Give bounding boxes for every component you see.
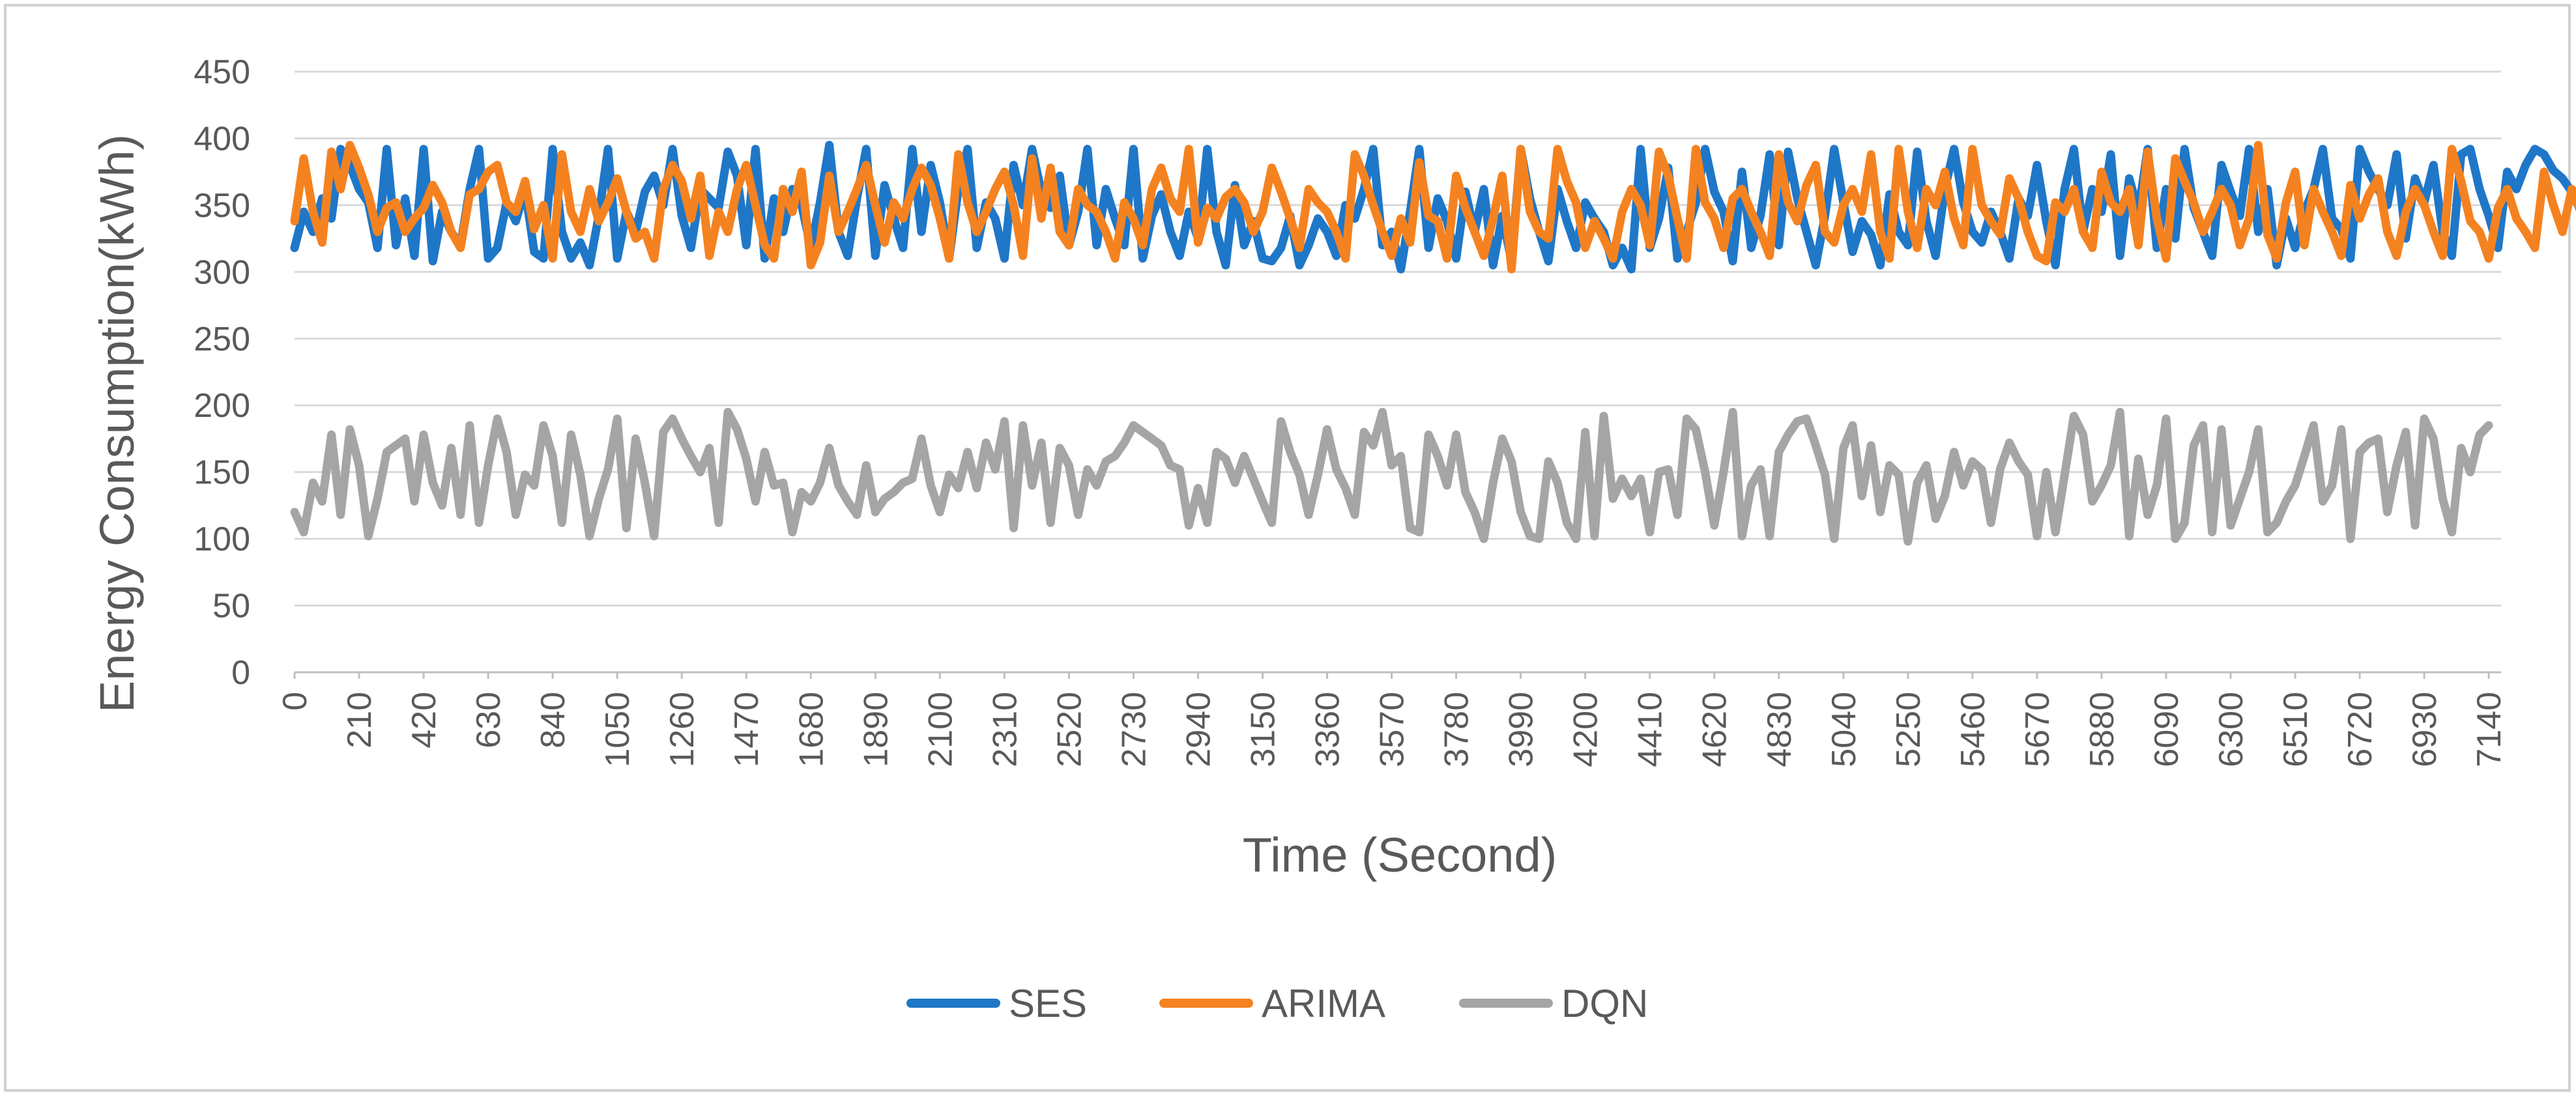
series-lines (290, 141, 2576, 546)
x-tick-label: 1260 (663, 692, 701, 767)
gridlines (295, 70, 2501, 674)
y-tick-label: 100 (194, 520, 250, 558)
x-tick-label: 2520 (1050, 692, 1088, 767)
y-tick-label: 50 (212, 588, 250, 625)
x-tick-label: 4410 (1632, 692, 1670, 767)
y-tick-label: 200 (194, 387, 250, 425)
y-tick-label: 0 (231, 654, 250, 692)
y-tick-label: 300 (194, 253, 250, 291)
x-tick-label: 5670 (2019, 692, 2057, 767)
x-tick-label: 1680 (792, 692, 830, 767)
series-line-dqn (290, 408, 2493, 546)
x-tick-label: 840 (534, 692, 572, 748)
x-tick-label: 4620 (1696, 692, 1734, 767)
x-tick-label: 3150 (1245, 692, 1282, 767)
x-tick-label: 4200 (1567, 692, 1605, 767)
x-tick-label: 3570 (1374, 692, 1411, 767)
x-tick-label: 210 (341, 692, 379, 748)
legend: SES ARIMA DQN (906, 982, 1648, 1025)
x-tick-label: 2310 (986, 692, 1024, 767)
legend-item-ses: SES (906, 982, 1087, 1025)
x-tick-label: 2730 (1115, 692, 1153, 767)
x-tick-label: 1890 (857, 692, 895, 767)
x-axis-title: Time (Second) (1243, 828, 1557, 882)
y-axis-ticks: 0 50 100 150 200 250 300 350 400 450 (194, 53, 250, 692)
x-tick-label: 2100 (921, 692, 959, 767)
y-tick-label: 250 (194, 321, 250, 358)
x-tick-label: 5040 (1825, 692, 1863, 767)
x-tick-label: 0 (276, 692, 314, 711)
x-tick-label: 1470 (728, 692, 766, 767)
legend-label: DQN (1561, 982, 1648, 1025)
y-tick-label: 150 (194, 454, 250, 492)
x-tick-label: 6930 (2406, 692, 2444, 767)
series-line-ses (290, 141, 2576, 274)
x-tick-label: 2940 (1179, 692, 1217, 767)
x-tick-label: 1050 (599, 692, 637, 767)
legend-label: SES (1009, 982, 1087, 1025)
y-tick-label: 450 (194, 53, 250, 91)
x-tick-label: 6510 (2277, 692, 2315, 767)
legend-item-arima: ARIMA (1159, 982, 1385, 1025)
legend-label: ARIMA (1262, 982, 1385, 1025)
x-tick-label: 6720 (2341, 692, 2379, 767)
x-tick-label: 5250 (1890, 692, 1928, 767)
x-tick-label: 3780 (1438, 692, 1476, 767)
x-tick-label: 6090 (2148, 692, 2186, 767)
series-line-arima (290, 141, 2576, 274)
x-tick-label: 3360 (1309, 692, 1347, 767)
legend-item-dqn: DQN (1459, 982, 1648, 1025)
y-tick-label: 350 (194, 187, 250, 225)
x-tick-label: 630 (470, 692, 508, 748)
x-tick-label: 5460 (1954, 692, 1992, 767)
x-tick-label: 4830 (1761, 692, 1799, 767)
x-tick-label: 3990 (1503, 692, 1541, 767)
x-tick-label: 5880 (2083, 692, 2121, 767)
x-tick-label: 420 (405, 692, 443, 748)
x-tick-label: 7140 (2470, 692, 2508, 767)
x-axis-ticks: 0 210 420 630 840 1050 1260 1470 1680 1890 2100 231… (276, 672, 2508, 767)
y-axis-title: Energy Consumption(kWh) (90, 134, 144, 713)
y-tick-label: 400 (194, 120, 250, 158)
x-tick-label: 6300 (2212, 692, 2250, 767)
